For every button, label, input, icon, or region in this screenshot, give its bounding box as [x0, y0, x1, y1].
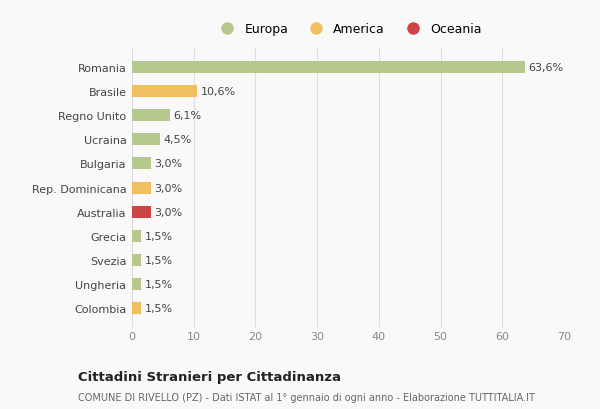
Bar	[132, 110, 170, 122]
Bar	[132, 279, 141, 290]
Text: 63,6%: 63,6%	[528, 63, 563, 73]
Bar	[132, 303, 141, 315]
Text: 10,6%: 10,6%	[201, 87, 236, 97]
Bar	[132, 254, 141, 266]
Text: 3,0%: 3,0%	[154, 207, 182, 217]
Text: 3,0%: 3,0%	[154, 159, 182, 169]
Text: 3,0%: 3,0%	[154, 183, 182, 193]
Text: 4,5%: 4,5%	[163, 135, 192, 145]
Text: 1,5%: 1,5%	[145, 279, 173, 290]
Bar	[132, 62, 524, 74]
Bar	[132, 158, 151, 170]
Bar	[132, 230, 141, 242]
Text: 1,5%: 1,5%	[145, 231, 173, 241]
Legend: Europa, America, Oceania: Europa, America, Oceania	[211, 19, 485, 40]
Text: Cittadini Stranieri per Cittadinanza: Cittadini Stranieri per Cittadinanza	[78, 370, 341, 383]
Text: 1,5%: 1,5%	[145, 303, 173, 314]
Text: COMUNE DI RIVELLO (PZ) - Dati ISTAT al 1° gennaio di ogni anno - Elaborazione TU: COMUNE DI RIVELLO (PZ) - Dati ISTAT al 1…	[78, 392, 535, 402]
Bar	[132, 182, 151, 194]
Text: 6,1%: 6,1%	[173, 111, 202, 121]
Bar	[132, 206, 151, 218]
Bar	[132, 86, 197, 98]
Text: 1,5%: 1,5%	[145, 255, 173, 265]
Bar	[132, 134, 160, 146]
